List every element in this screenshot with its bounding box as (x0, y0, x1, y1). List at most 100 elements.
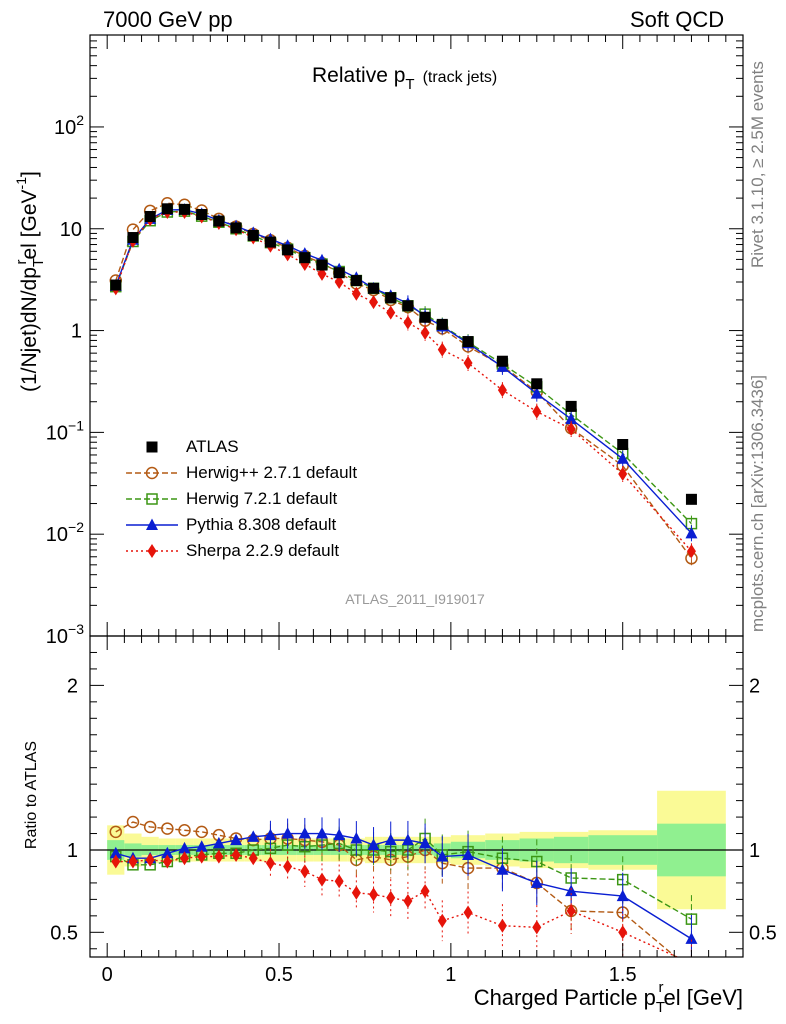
ratio-point (283, 859, 293, 874)
main-point (110, 279, 122, 291)
ratio-point (195, 840, 208, 852)
main-point (316, 259, 328, 271)
main-point (565, 412, 578, 425)
main-point (144, 210, 156, 222)
main-point (685, 493, 697, 505)
main-point (386, 305, 396, 320)
main-point (368, 282, 380, 294)
ratio-y-tick-label-right: 1 (749, 840, 760, 862)
y-tick-exponent: −3 (68, 621, 84, 637)
ratio-point (231, 847, 241, 862)
ylabel-part: -1 (13, 177, 29, 190)
main-point (161, 203, 173, 215)
ratio-point (333, 828, 346, 841)
ratio-point (419, 836, 432, 849)
legend-symbol (126, 544, 178, 558)
mcplots-reference-label: mcplots.cern.ch [arXiv:1306.3436] (748, 374, 767, 632)
ratio-point (530, 876, 543, 888)
ratio-point (180, 851, 190, 866)
y-tick-label: 102 (54, 112, 84, 139)
main-point (436, 318, 448, 330)
legend-symbol (126, 493, 178, 505)
x-tick-label: 1.5 (609, 964, 637, 986)
ratio-point (437, 913, 447, 928)
main-point (264, 236, 276, 248)
ratio-point (111, 854, 121, 869)
ratio-point (351, 885, 361, 900)
ratio-point (109, 846, 122, 859)
ratio-point (685, 932, 698, 944)
rivet-version-label: Rivet 3.1.10, ≥ 2.5M events (748, 61, 767, 268)
ratio-point (161, 822, 174, 835)
xlabel-part: el [GeV] (664, 985, 743, 1010)
main-point (247, 229, 259, 241)
x-tick-label: 0.5 (265, 964, 293, 986)
ratio-y-tick-label-right: 0.5 (749, 922, 777, 944)
ratio-point (214, 849, 224, 864)
y-tick-base: 10 (54, 117, 76, 139)
main-point (196, 209, 208, 221)
ratio-y-tick-label-left: 1 (67, 840, 78, 862)
ratio-y-axis: 0.5 0.5 1 1 2 2 (50, 651, 777, 950)
ratio-point (401, 833, 414, 846)
main-point (685, 526, 698, 539)
y-tick-exponent: −2 (68, 519, 84, 535)
ratio-point (317, 872, 327, 887)
y-tick-base: 10 (46, 626, 68, 648)
ratio-point (496, 863, 509, 875)
legend-label: Sherpa 2.2.9 default (186, 541, 340, 560)
ratio-point (162, 854, 172, 869)
header-right-label: Soft QCD (630, 7, 725, 32)
main-point (497, 383, 507, 398)
ratio-point (212, 836, 225, 849)
ratio-point (265, 856, 275, 871)
y-tick-base: 10 (46, 524, 68, 546)
y-tick-label: 10−3 (46, 621, 84, 648)
ratio-point (247, 830, 260, 842)
chart-title: Relative pT (track jets) (312, 64, 497, 93)
xlabel-part: r (659, 979, 664, 996)
y-tick-exponent: −1 (68, 417, 84, 433)
ratio-point (195, 825, 208, 839)
ratio-point (334, 874, 344, 889)
ratio-point (145, 852, 155, 867)
ratio-y-tick-label-left: 0.5 (50, 922, 78, 944)
legend-marker (146, 493, 158, 505)
legend-symbol (126, 466, 178, 480)
x-tick-label: 1 (445, 964, 456, 986)
ylabel-part: r (13, 260, 30, 265)
ratio-point (532, 920, 542, 935)
ratio-point (315, 827, 328, 839)
xlabel-part: T (656, 999, 665, 1016)
ratio-point (565, 884, 578, 897)
main-point (496, 355, 508, 367)
xlabel-part: Charged Particle p (474, 985, 656, 1010)
main-series-line (115, 208, 692, 534)
legend-marker (146, 518, 158, 530)
main-point (385, 292, 397, 304)
ratio-point (281, 827, 294, 839)
ratio-point (230, 833, 243, 846)
y-tick-label: 10−1 (46, 417, 84, 444)
ratio-point (178, 841, 191, 854)
ratio-point (436, 850, 449, 862)
ratio-point (497, 918, 507, 933)
legend-marker (147, 544, 157, 558)
ratio-point (386, 890, 396, 905)
ratio-point (566, 903, 576, 918)
y-tick-label: 10−2 (46, 519, 84, 546)
analysis-id-watermark: ATLAS_2011_I919017 (345, 591, 485, 607)
ratio-point (463, 905, 473, 920)
main-point (333, 267, 345, 279)
ylabel-part: (1/Njet)dN/dp (18, 267, 41, 392)
legend-label: ATLAS (186, 437, 239, 456)
ratio-point (143, 820, 157, 834)
legend-symbol (126, 518, 178, 530)
main-point (437, 342, 447, 357)
ratio-point (300, 864, 310, 879)
ratio-point (161, 846, 174, 859)
main-series-1 (109, 197, 698, 567)
main-point (403, 315, 413, 330)
